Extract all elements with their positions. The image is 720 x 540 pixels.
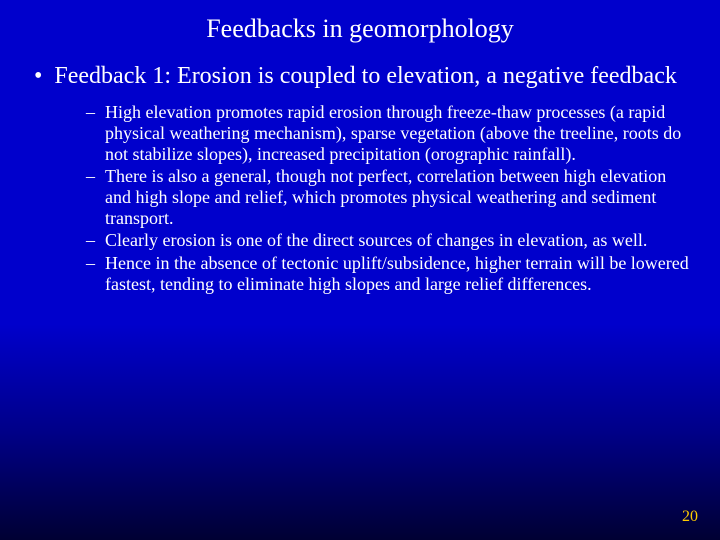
sub-bullet-text: There is also a general, though not perf…	[105, 166, 690, 228]
main-bullet: • Feedback 1: Erosion is coupled to elev…	[30, 62, 690, 90]
sub-bullet-marker: –	[86, 253, 105, 274]
sub-bullet: – Hence in the absence of tectonic uplif…	[86, 253, 690, 294]
main-bullet-text: Feedback 1: Erosion is coupled to elevat…	[54, 62, 690, 90]
sub-bullet-text: Clearly erosion is one of the direct sou…	[105, 230, 690, 251]
sub-bullet-text: Hence in the absence of tectonic uplift/…	[105, 253, 690, 294]
sub-bullet: – There is also a general, though not pe…	[86, 166, 690, 228]
sub-bullet-list: – High elevation promotes rapid erosion …	[86, 102, 690, 294]
page-number: 20	[682, 508, 698, 526]
sub-bullet: – Clearly erosion is one of the direct s…	[86, 230, 690, 251]
slide-title: Feedbacks in geomorphology	[30, 14, 690, 44]
sub-bullet-marker: –	[86, 230, 105, 251]
sub-bullet-text: High elevation promotes rapid erosion th…	[105, 102, 690, 164]
sub-bullet: – High elevation promotes rapid erosion …	[86, 102, 690, 164]
slide: Feedbacks in geomorphology • Feedback 1:…	[0, 0, 720, 540]
main-bullet-marker: •	[30, 62, 54, 90]
sub-bullet-marker: –	[86, 102, 105, 123]
sub-bullet-marker: –	[86, 166, 105, 187]
